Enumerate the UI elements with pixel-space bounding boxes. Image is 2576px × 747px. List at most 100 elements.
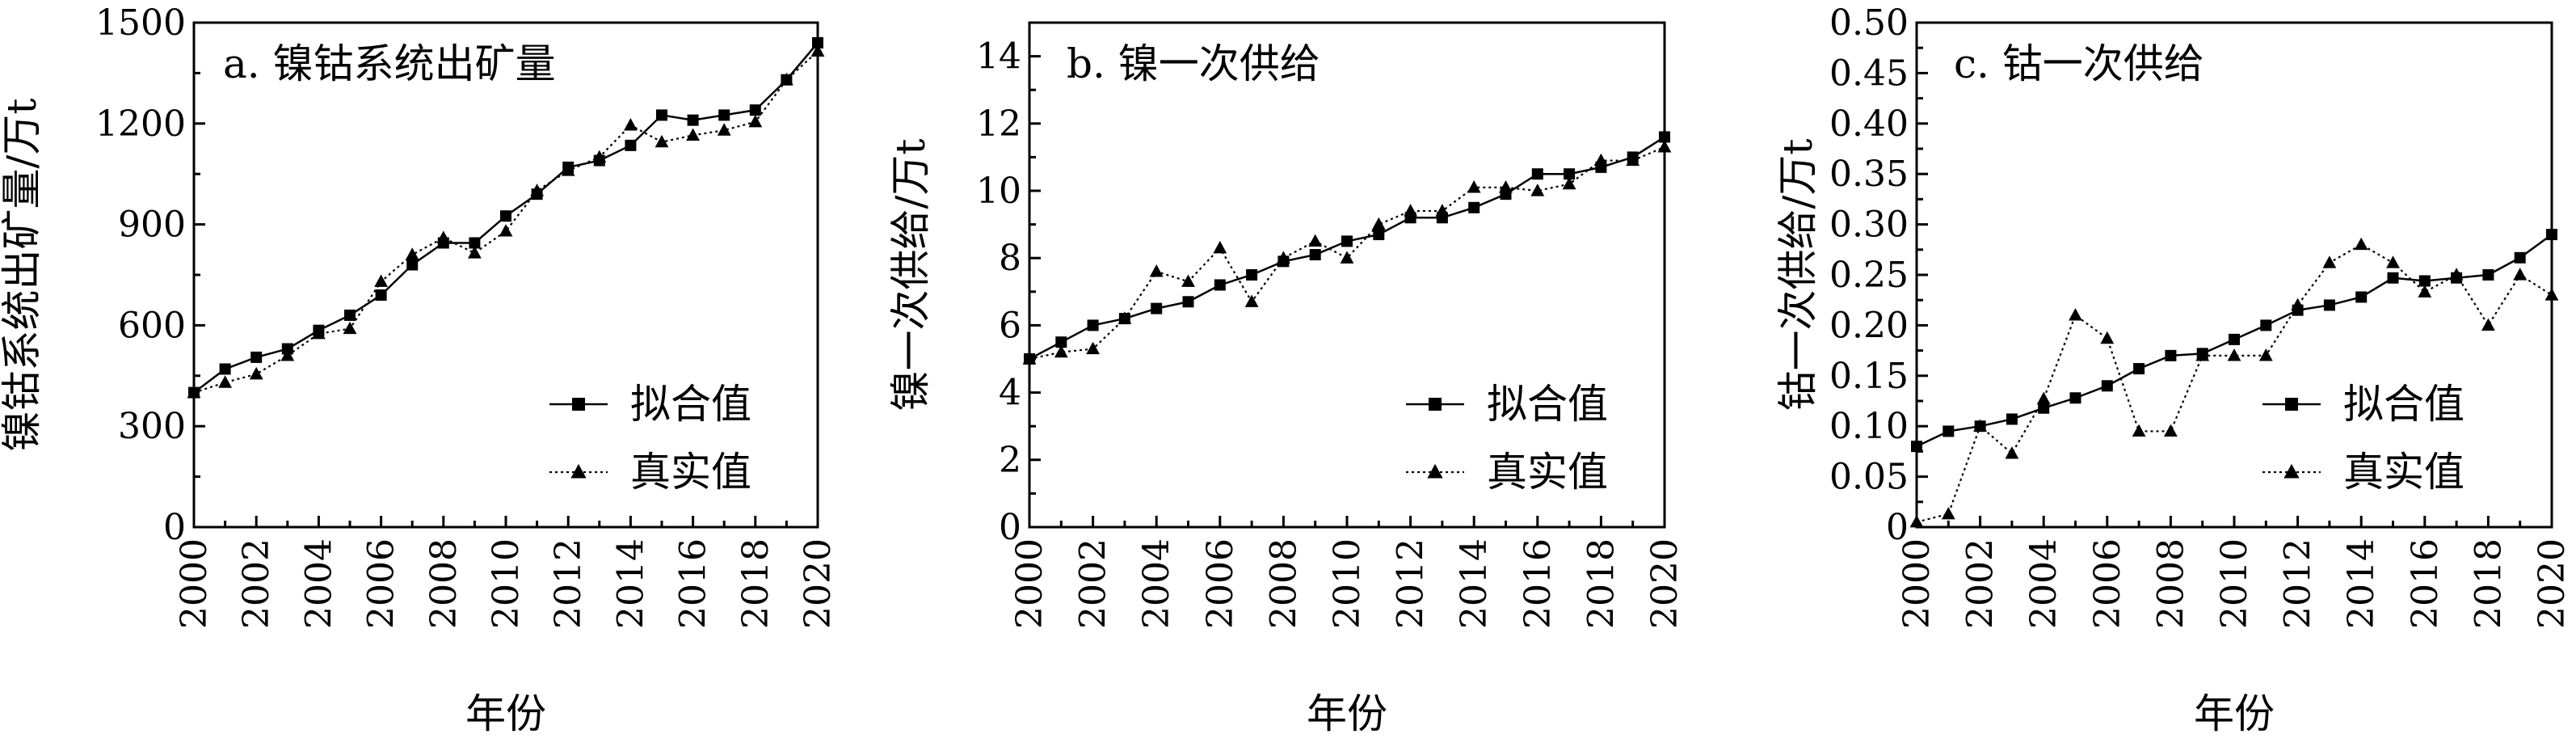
data-point-actual [1657,140,1672,153]
x-tick-label: 2012 [1391,538,1432,629]
x-tick-label: 2020 [1644,538,1686,629]
x-axis-title: 年份 [1307,690,1387,737]
data-point-actual [686,128,700,141]
data-point-fitted [375,289,387,301]
data-point-fitted [625,139,637,151]
data-point-actual [2544,288,2559,301]
y-tick-label: 0.45 [1829,53,1909,94]
data-point-actual [1435,204,1450,217]
data-point-fitted [250,351,263,363]
data-point-fitted [1246,269,1258,281]
legend-marker [572,398,585,411]
x-tick-label: 2004 [298,538,339,629]
data-point-fitted [2387,272,2399,284]
x-tick-label: 2010 [1327,538,1368,629]
data-point-fitted [469,237,481,249]
legend-marker [1429,398,1442,411]
y-tick-label: 4 [999,373,1021,414]
y-tick-label: 12 [976,103,1021,145]
data-point-fitted [1214,279,1226,291]
y-axis-title: 钴一次供给/万t [1774,139,1821,411]
data-point-fitted [2101,380,2113,392]
data-point-fitted [718,109,730,121]
series-line-actual [1916,243,2553,523]
data-point-actual [810,44,825,57]
x-tick-label: 2020 [798,538,839,629]
y-tick-label: 1500 [95,2,186,44]
data-point-fitted [1468,201,1480,213]
data-point-actual [1530,184,1545,196]
y-tick-label: 0.30 [1829,205,1909,246]
data-point-actual [561,163,575,176]
data-point-actual [1499,180,1513,193]
data-point-actual [2354,237,2368,251]
data-point-actual [1022,352,1037,365]
data-point-actual [374,274,388,287]
data-point-fitted [406,259,419,271]
data-point-actual [530,184,544,196]
data-point-actual [280,348,295,361]
chart-panel-1: 0 300 600 900 1200 1500 2000 2002 2004 2006 2008 20… [0,2,839,737]
data-point-actual [780,72,793,86]
data-point-actual [2100,331,2115,344]
data-point-actual [1118,311,1132,324]
data-point-actual [499,224,513,237]
x-tick-label: 2008 [1263,538,1304,629]
y-tick-label: 0.05 [1829,457,1909,498]
y-tick-label: 0.35 [1829,154,1909,195]
data-point-fitted [500,210,511,222]
data-point-fitted [1564,168,1576,180]
data-point-fitted [1341,235,1353,247]
data-point-fitted [2260,319,2272,331]
x-tick-label: 2004 [1136,538,1177,629]
y-tick-label: 6 [999,305,1021,346]
data-point-actual [1941,506,1955,520]
x-tick-label: 2006 [361,538,402,629]
data-point-fitted [344,309,356,321]
legend-label: 真实值 [1487,449,1608,496]
y-tick-label: 14 [976,36,1021,78]
data-point-fitted [2482,269,2494,281]
data-point-actual [1244,294,1259,307]
y-tick-label: 2 [999,440,1021,481]
x-axis-title: 年份 [465,690,546,737]
data-point-actual [2322,255,2337,268]
data-point-actual [2291,298,2305,311]
data-point-fitted [1182,296,1194,308]
data-point-actual [436,230,451,243]
x-tick-label: 2002 [1960,538,2001,629]
y-tick-label: 0.15 [1829,356,1909,397]
data-point-actual [1149,264,1164,277]
data-point-actual [468,246,482,259]
data-point-actual [717,123,731,136]
y-tick-label: 900 [118,205,186,246]
data-point-actual [2132,424,2146,437]
data-point-actual [1562,176,1576,190]
x-tick-label: 2000 [1896,538,1938,629]
y-tick-label: 0 [1886,507,1909,548]
x-tick-label: 2002 [236,538,277,629]
x-tick-label: 2020 [2532,538,2573,629]
x-tick-label: 2004 [2023,538,2065,629]
data-point-actual [1973,419,1987,432]
data-point-fitted [2546,229,2557,241]
data-point-fitted [1659,131,1670,143]
data-point-actual [1086,341,1100,355]
data-point-actual [1308,234,1323,247]
x-tick-label: 2016 [1517,538,1559,629]
data-point-actual [1404,204,1417,217]
x-tick-label: 2010 [2214,538,2255,629]
y-tick-label: 0.40 [1829,103,1909,145]
x-tick-label: 2002 [1073,538,1114,629]
data-point-actual [343,321,357,335]
y-tick-label: 0.10 [1829,406,1909,447]
legend-label: 真实值 [630,449,751,496]
data-point-actual [405,247,419,260]
y-tick-label: 0.50 [1829,2,1909,44]
y-tick-label: 0.20 [1829,305,1909,346]
legend-label: 拟合值 [630,381,751,428]
data-point-actual [624,118,638,131]
data-point-actual [1181,274,1195,287]
x-tick-label: 2018 [1581,538,1622,629]
